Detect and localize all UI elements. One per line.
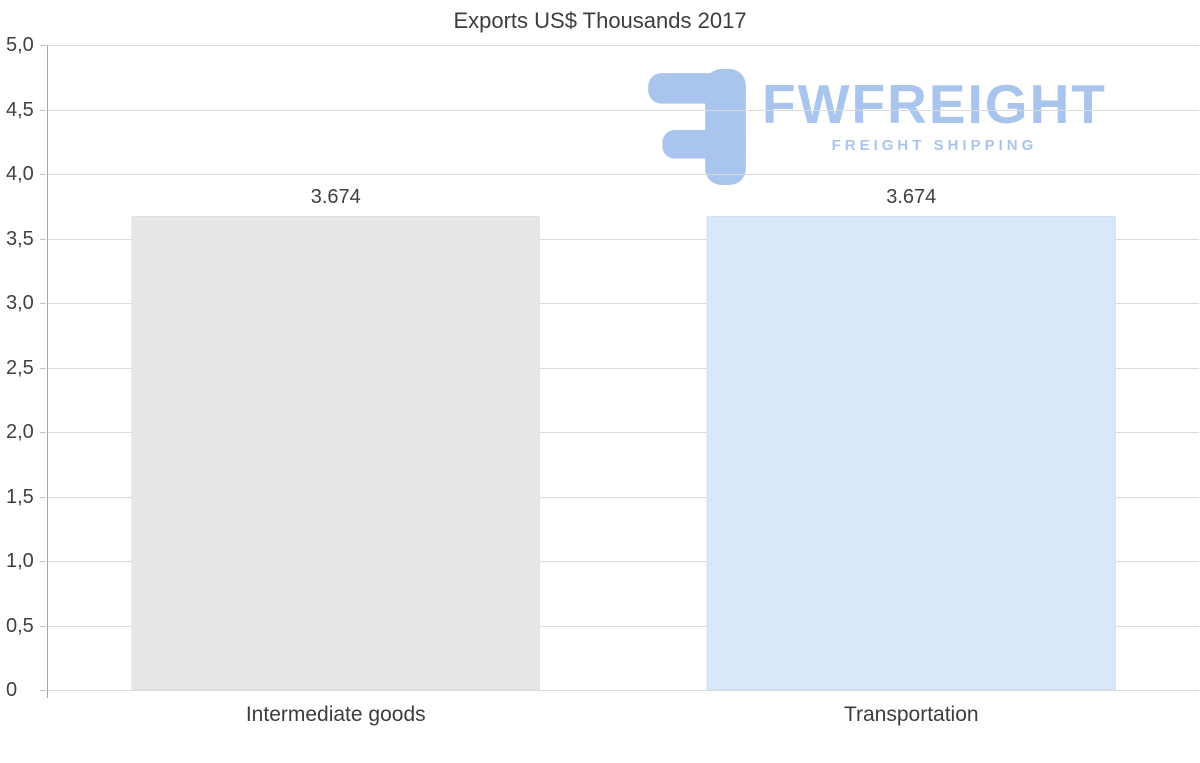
y-tick-label: 5,0 [6, 34, 34, 56]
y-tick-mark [40, 45, 46, 46]
gridline [48, 238, 1199, 240]
y-tick-mark [40, 690, 46, 691]
gridline [48, 303, 1199, 304]
bar-transportation [706, 216, 1116, 690]
x-axis-label-transportation: Transportation [843, 703, 979, 726]
gridline [48, 690, 1199, 691]
bar-intermediate-goods [131, 216, 541, 690]
y-tick-label: 2,0 [6, 421, 34, 443]
gridline [48, 174, 1199, 175]
y-tick-mark [40, 625, 46, 627]
chart-title: Exports US$ Thousands 2017 [453, 8, 747, 33]
y-tick-mark [40, 109, 46, 111]
y-tick-label: 0 [6, 679, 18, 701]
y-axis-line [47, 45, 48, 698]
x-axis-label-intermediate-goods: Intermediate goods [245, 703, 426, 726]
bar-slot-transportation: 3.674 [624, 45, 1200, 690]
y-tick-mark [40, 496, 46, 498]
y-axis: 0 0,5 1,0 1,5 2,0 2,5 3,0 3,5 4,0 4,5 5,0 [0, 34, 46, 701]
plot-area: FWFREIGHT FREIGHT SHIPPING 3.674 3.674 [48, 45, 1200, 691]
y-tick-mark [40, 238, 46, 240]
gridline [48, 432, 1199, 433]
y-tick-mark [40, 303, 46, 304]
y-tick-mark [40, 432, 46, 433]
gridline [48, 561, 1199, 562]
bar-value-label: 3.674 [310, 186, 361, 209]
y-tick-label: 4,5 [6, 98, 34, 121]
y-tick-mark [40, 367, 46, 369]
bar-slot-intermediate-goods: 3.674 [48, 45, 624, 690]
gridline [48, 496, 1199, 498]
y-tick-label: 1,0 [6, 550, 34, 572]
x-axis-labels: Intermediate goods Transportation [48, 703, 1199, 727]
bar-value-label: 3.674 [886, 186, 937, 209]
y-tick-label: 0,5 [6, 614, 34, 637]
y-tick-mark [40, 561, 46, 562]
y-tick-label: 3,5 [6, 227, 34, 250]
gridline [48, 367, 1199, 369]
y-tick-mark [40, 174, 46, 175]
y-tick-label: 3,0 [6, 292, 34, 314]
y-tick-label: 2,5 [6, 356, 34, 379]
y-tick-label: 1,5 [6, 485, 34, 508]
y-tick-label: 4,0 [6, 163, 34, 185]
gridline [48, 625, 1199, 627]
gridline [48, 109, 1199, 111]
gridline [48, 45, 1199, 46]
